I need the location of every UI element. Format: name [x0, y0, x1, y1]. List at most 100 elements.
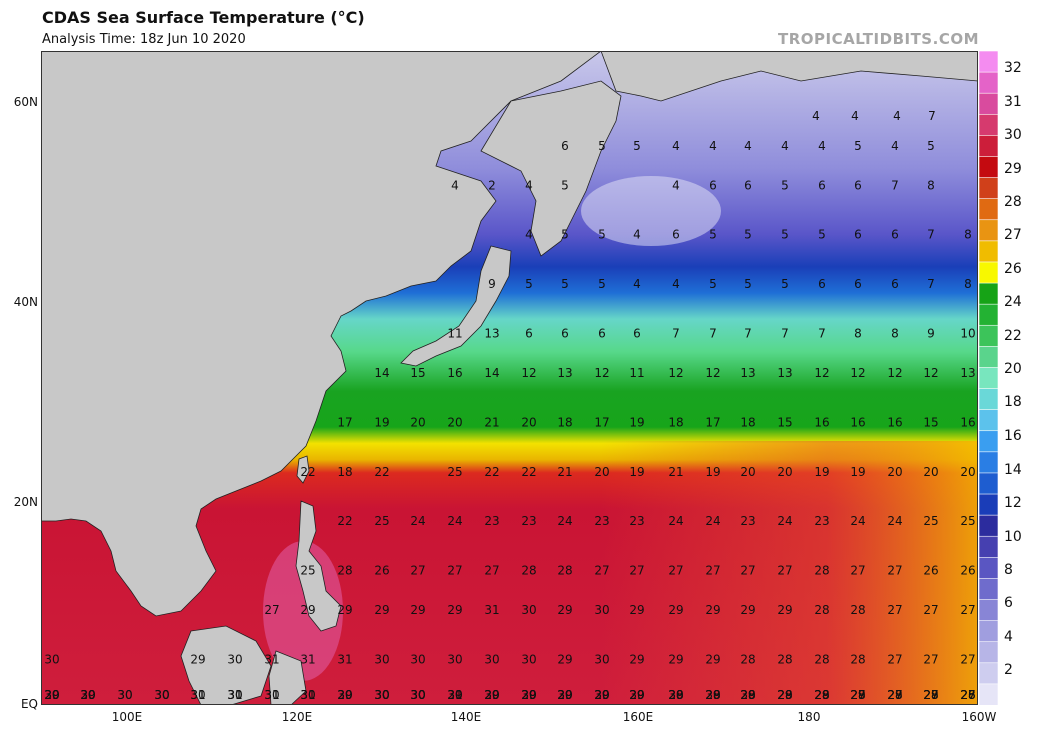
- sst-value: 28: [887, 688, 902, 702]
- sst-value: 29: [557, 603, 572, 617]
- sst-value: 23: [484, 514, 499, 528]
- sst-value: 28: [814, 564, 829, 578]
- sst-value: 24: [850, 514, 865, 528]
- sst-value: 5: [633, 139, 641, 153]
- sst-value: 30: [557, 688, 572, 702]
- colorbar-cell: [979, 641, 998, 664]
- sst-value: 30: [264, 688, 279, 702]
- sst-value: 29: [594, 688, 609, 702]
- sst-value: 28: [740, 653, 755, 667]
- sst-value: 24: [777, 514, 792, 528]
- colorbar-cell: [979, 683, 998, 705]
- sst-value: 9: [488, 277, 496, 291]
- sst-value: 29: [705, 653, 720, 667]
- sst-value: 28: [814, 688, 829, 702]
- sst-value: 30: [80, 688, 95, 702]
- sst-value: 4: [781, 139, 789, 153]
- sst-value: 25: [960, 514, 975, 528]
- sst-value: 29: [777, 688, 792, 702]
- lon-label-160e: 160E: [622, 710, 654, 724]
- sst-value: 5: [818, 228, 826, 242]
- sst-value: 16: [960, 415, 975, 429]
- sst-value: 7: [744, 326, 752, 340]
- sst-value: 7: [927, 228, 935, 242]
- sst-value: 27: [629, 564, 644, 578]
- sst-value: 27: [447, 564, 462, 578]
- sst-value: 30: [521, 688, 536, 702]
- sst-value: 22: [521, 465, 536, 479]
- sst-value: 22: [337, 514, 352, 528]
- sst-value: 15: [923, 415, 938, 429]
- sst-value: 30: [594, 653, 609, 667]
- colorbar-cell: [979, 51, 998, 73]
- sst-value: 16: [887, 415, 902, 429]
- sst-value: 4: [893, 109, 901, 123]
- sst-value: 5: [598, 139, 606, 153]
- sst-value: 28: [814, 653, 829, 667]
- sst-value: 27: [777, 564, 792, 578]
- sst-value: 4: [633, 228, 641, 242]
- sst-value: 30: [44, 653, 59, 667]
- land-kamchatka: [480, 80, 622, 257]
- colorbar-cell: [979, 557, 998, 580]
- colorbar-cell: [979, 324, 998, 348]
- sst-value: 30: [154, 688, 169, 702]
- land-asia: [41, 51, 602, 617]
- colorbar-label: 20: [1004, 361, 1022, 377]
- sst-value: 29: [374, 603, 389, 617]
- sst-value: 5: [927, 139, 935, 153]
- sst-value: 20: [594, 465, 609, 479]
- sst-value: 30: [668, 688, 683, 702]
- colorbar-label: 32: [1004, 60, 1022, 76]
- sst-value: 18: [668, 415, 683, 429]
- sst-value: 30: [300, 688, 315, 702]
- sst-value: 28: [814, 603, 829, 617]
- sst-value: 30: [410, 688, 425, 702]
- sst-value: 29: [337, 688, 352, 702]
- lon-label-100e: 100E: [111, 710, 143, 724]
- map-frame: [41, 51, 978, 705]
- sst-map: 4 4 4 76 5 5 4 4 4 4 4 5 4 54 2 4 5 4 6 6 5 6 6 7 84 5 5 4 6 5 5 5 5 6 6 7 8…: [41, 51, 978, 705]
- sst-value: 30: [44, 688, 59, 702]
- sst-value: 27: [923, 603, 938, 617]
- sst-value: 31: [264, 688, 279, 702]
- sst-value: 6: [891, 228, 899, 242]
- sst-value: 5: [598, 277, 606, 291]
- sst-value: 30: [80, 688, 95, 702]
- colorbar-cell: [979, 535, 998, 559]
- sst-value: 4: [672, 178, 680, 192]
- colorbar: [979, 51, 998, 705]
- brand-watermark[interactable]: TROPICALTIDBITS.COM: [778, 30, 979, 48]
- sst-value: 30: [300, 688, 315, 702]
- sst-value: 24: [705, 514, 720, 528]
- sst-value: 29: [484, 688, 499, 702]
- lon-label-120e: 120E: [281, 710, 313, 724]
- sst-value: 30: [227, 688, 242, 702]
- sst-value: 6: [818, 178, 826, 192]
- sst-value: 29: [850, 688, 865, 702]
- sst-value: 4: [709, 139, 717, 153]
- sst-value: 6: [525, 326, 533, 340]
- sst-value: 29: [557, 688, 572, 702]
- sst-value: 20: [777, 465, 792, 479]
- sst-value: 27: [668, 564, 683, 578]
- sst-value: 28: [887, 688, 902, 702]
- sst-value: 22: [374, 465, 389, 479]
- colorbar-label: 24: [1004, 294, 1022, 310]
- sst-value: 5: [598, 228, 606, 242]
- sst-value: 30: [447, 653, 462, 667]
- sst-value: 11: [629, 366, 644, 380]
- sst-value: 29: [337, 603, 352, 617]
- sst-value: 20: [447, 415, 462, 429]
- sst-value: 26: [374, 564, 389, 578]
- sst-value: 28: [814, 688, 829, 702]
- colorbar-label: 4: [1004, 629, 1013, 645]
- sst-value: 28: [850, 688, 865, 702]
- sst-value: 31: [447, 688, 462, 702]
- land-taiwan: [296, 455, 310, 484]
- sst-value: 30: [410, 688, 425, 702]
- sst-value: 27: [850, 564, 865, 578]
- sst-value: 7: [781, 326, 789, 340]
- lon-label-180: 180: [797, 710, 821, 724]
- sst-value: 2: [488, 178, 496, 192]
